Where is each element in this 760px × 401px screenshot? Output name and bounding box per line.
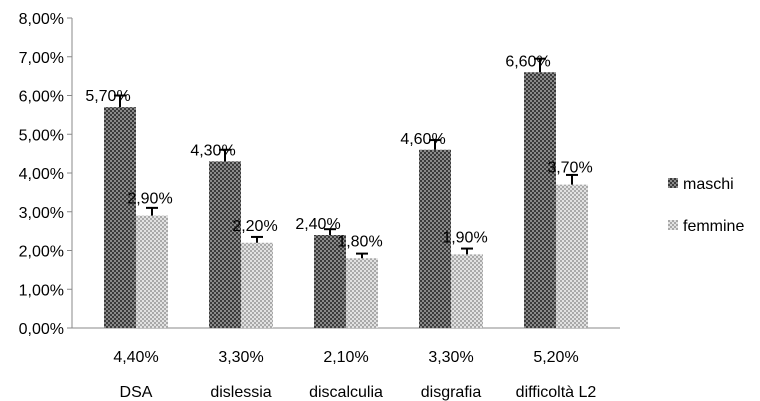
x-tick-label: dislessia xyxy=(210,384,271,401)
y-tick-label: 1,00% xyxy=(19,282,64,299)
labels: 5,70% 2,90% 4,40% DSA 4,30% 2,20% 3,30% disless… xyxy=(85,53,596,401)
x-tick-label: disgrafia xyxy=(421,384,482,401)
x-tick-label: DSA xyxy=(120,384,153,401)
legend-swatch-maschi xyxy=(668,178,678,188)
bar-maschi xyxy=(104,107,136,328)
data-label: 3,70% xyxy=(547,160,592,177)
x-tick-label: difficoltà L2 xyxy=(516,384,597,401)
data-label: 4,60% xyxy=(400,131,445,148)
y-tick-label: 4,00% xyxy=(19,166,64,183)
y-tick-label: 7,00% xyxy=(19,50,64,67)
data-label: 6,60% xyxy=(505,53,550,70)
y-tick-label: 5,00% xyxy=(19,127,64,144)
bar-femmine xyxy=(346,258,378,328)
bar-maschi xyxy=(314,235,346,328)
data-label: 5,70% xyxy=(85,88,130,105)
data-label: 1,90% xyxy=(442,229,487,246)
bar-maschi xyxy=(419,149,451,328)
y-tick-label: 6,00% xyxy=(19,89,64,106)
bar-maschi xyxy=(209,161,241,328)
category-total-label: 3,30% xyxy=(218,349,263,366)
data-label: 2,40% xyxy=(295,216,340,233)
y-tick-label: 2,00% xyxy=(19,244,64,261)
category-total-label: 4,40% xyxy=(113,349,158,366)
data-label: 1,80% xyxy=(337,233,382,250)
data-label: 4,30% xyxy=(190,142,235,159)
bar-maschi xyxy=(524,72,556,328)
legend-swatch-femmine xyxy=(668,220,678,230)
y-tick-label: 3,00% xyxy=(19,205,64,222)
y-tick-label: 8,00% xyxy=(19,11,64,28)
data-label: 2,90% xyxy=(127,191,172,208)
category-total-label: 5,20% xyxy=(533,349,578,366)
legend-label-maschi: maschi xyxy=(683,176,734,193)
bar-femmine xyxy=(451,254,483,328)
data-label: 2,20% xyxy=(232,218,277,235)
category-total-label: 2,10% xyxy=(323,349,368,366)
bar-femmine xyxy=(136,215,168,328)
category-total-label: 3,30% xyxy=(428,349,473,366)
bars xyxy=(104,57,588,328)
legend: maschi femmine xyxy=(668,176,744,235)
bar-femmine xyxy=(241,242,273,328)
x-tick-label: discalculia xyxy=(309,384,383,401)
y-tick-label: 0,00% xyxy=(19,321,64,338)
bar-femmine xyxy=(556,184,588,328)
axes: 0,00% 1,00% 2,00% 3,00% 4,00% 5,00% 6,00% 7,00%… xyxy=(19,11,620,338)
legend-label-femmine: femmine xyxy=(683,218,744,235)
